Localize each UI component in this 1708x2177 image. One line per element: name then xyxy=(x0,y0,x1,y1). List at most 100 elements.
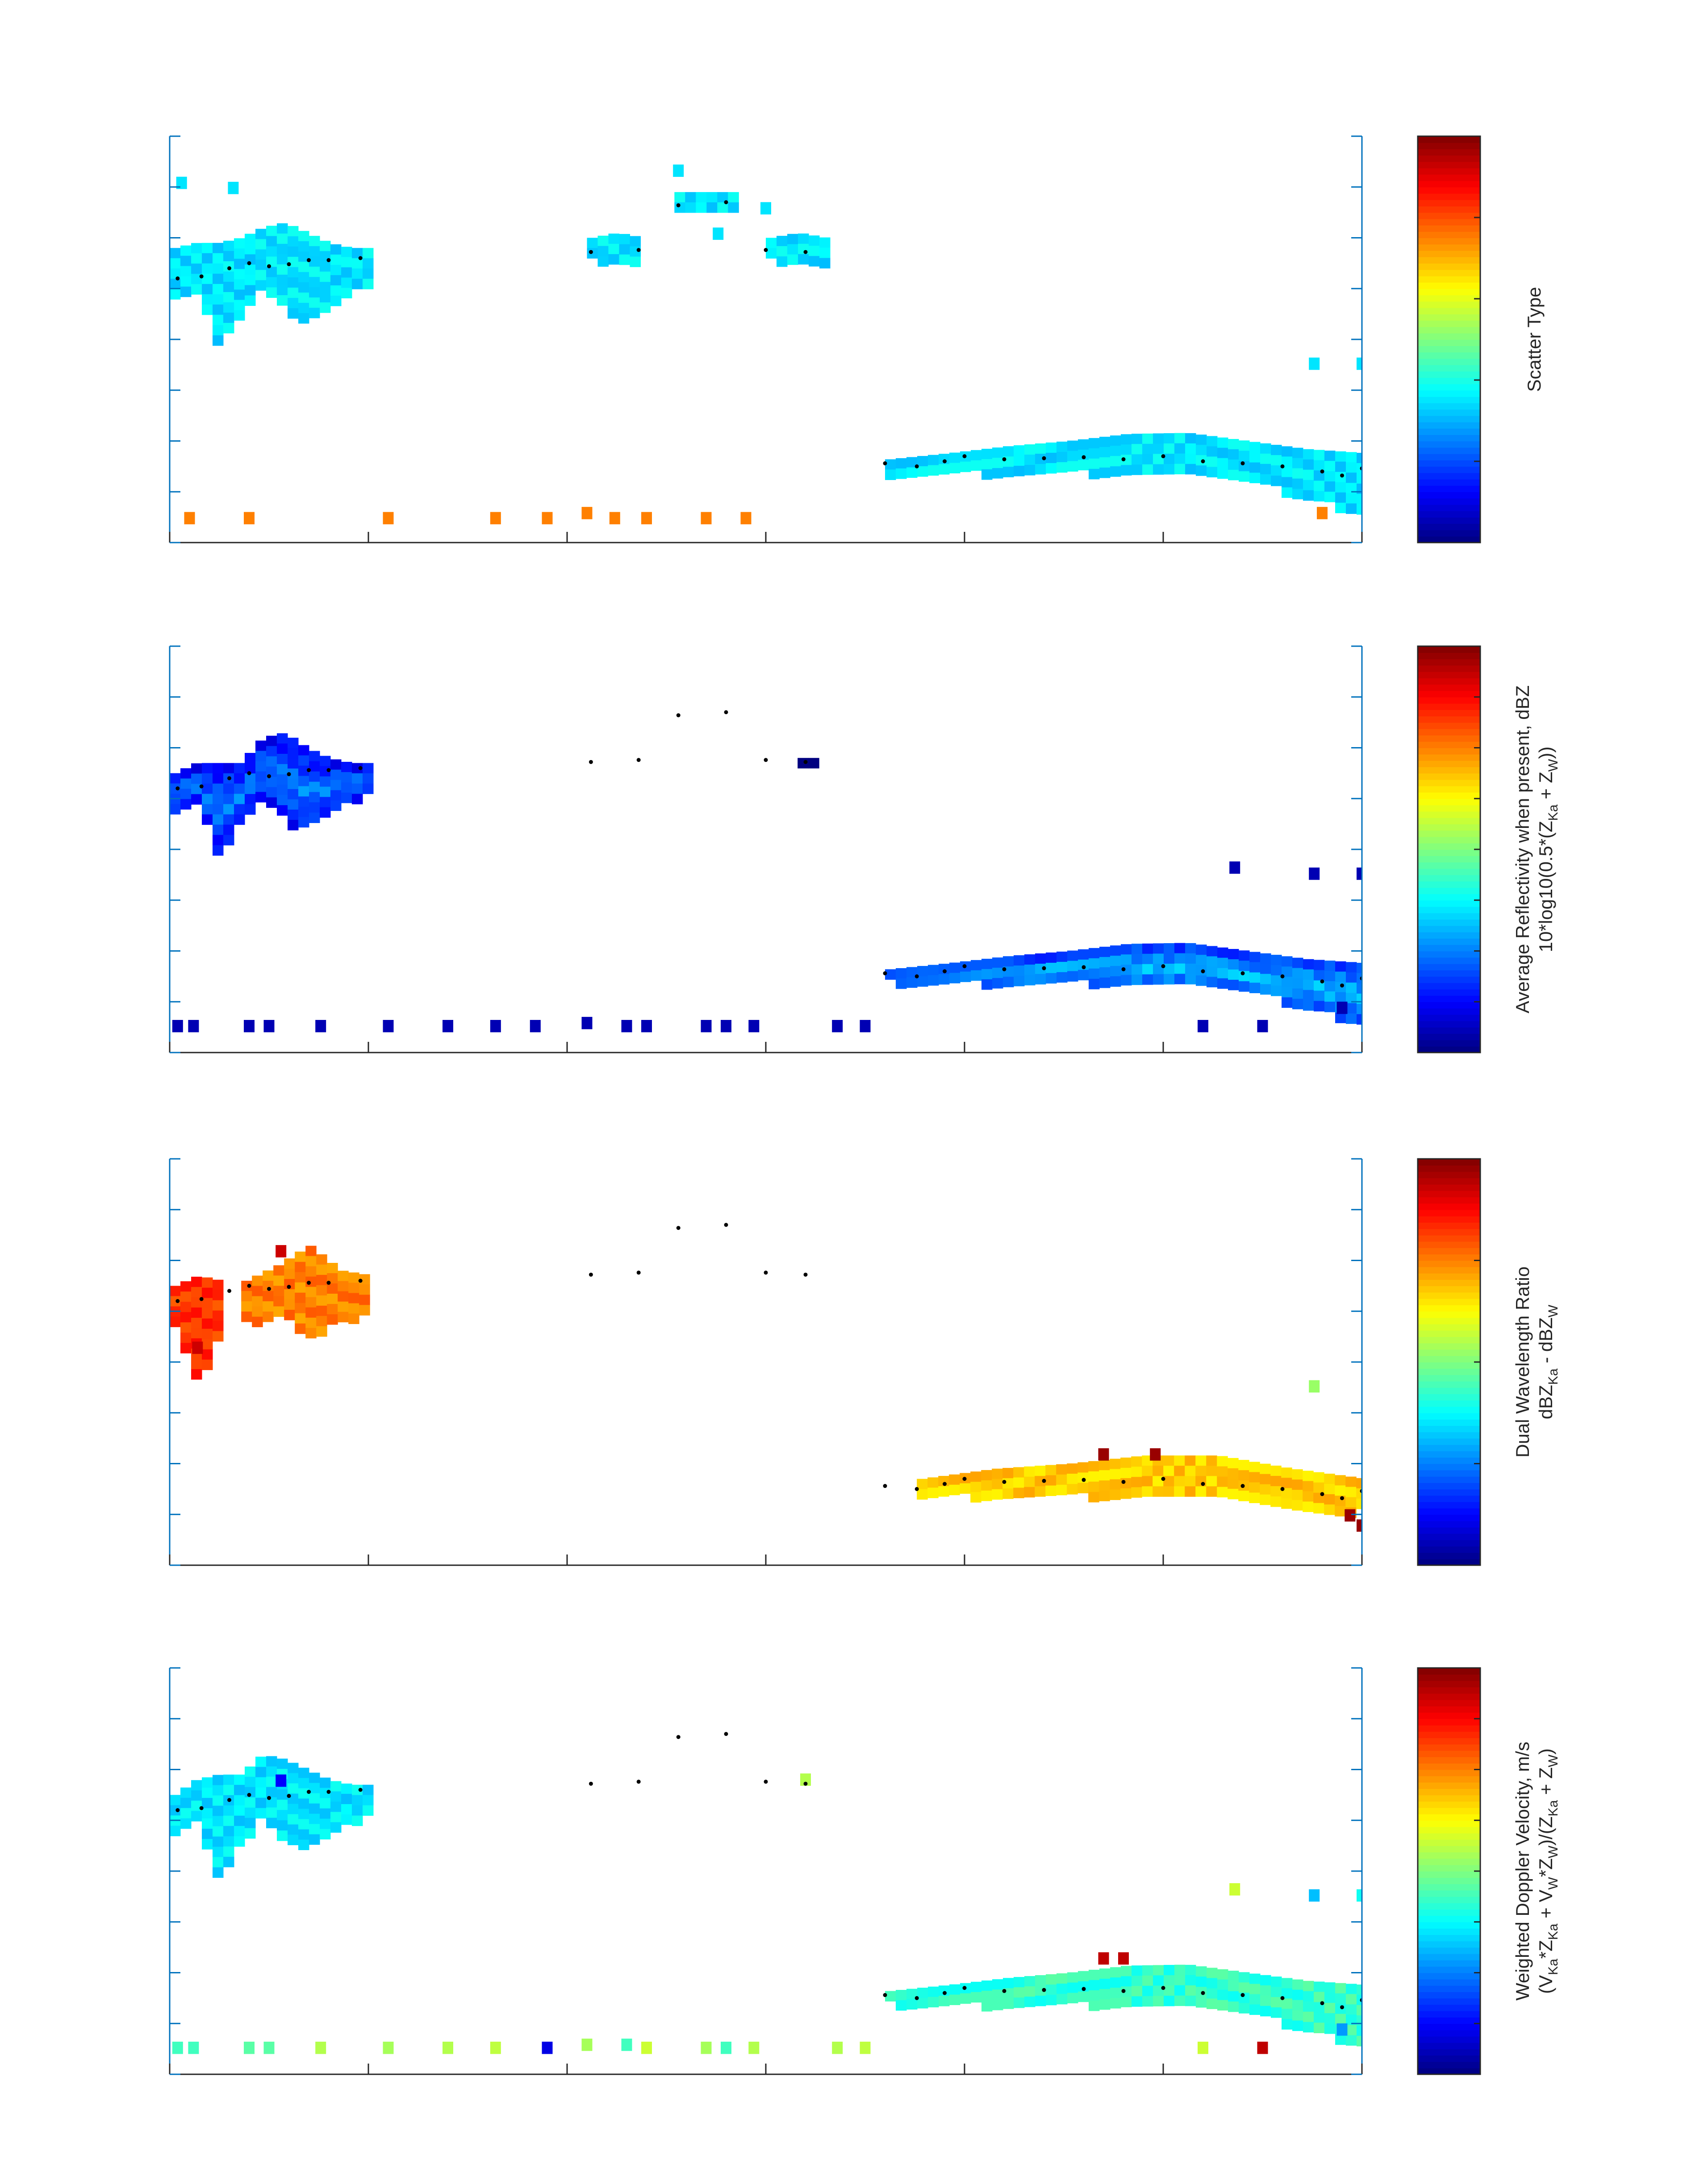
echo-cell xyxy=(1024,975,1036,986)
echo-cell xyxy=(906,457,918,468)
colorbar-step xyxy=(1418,728,1480,735)
colorbar-step xyxy=(1418,887,1480,894)
echo-cell xyxy=(1164,1996,1175,2006)
echo-cell xyxy=(1003,1998,1014,2009)
echo-cell xyxy=(180,1291,192,1302)
melting-layer-point xyxy=(1002,967,1006,971)
echo-cell xyxy=(1132,954,1143,965)
echo-cell xyxy=(970,1492,981,1503)
echo-cell xyxy=(1357,452,1362,464)
colorbar-step xyxy=(1418,805,1480,812)
echo-cell xyxy=(202,794,213,805)
axes xyxy=(169,135,1363,543)
echo-cell xyxy=(1196,465,1207,476)
echo-cell xyxy=(288,1773,299,1784)
colorbar-label: Scatter Type xyxy=(1524,287,1545,392)
echo-cell xyxy=(949,1994,960,2006)
colorbar-step xyxy=(1418,684,1480,691)
colorbar-step xyxy=(1418,1858,1480,1865)
echo-cell xyxy=(717,192,728,203)
echo-cell xyxy=(581,1017,593,1029)
colorbar-step xyxy=(1418,1394,1480,1401)
echo-cell xyxy=(1249,1482,1260,1493)
colorbar-step xyxy=(1418,530,1480,537)
echo-cell xyxy=(170,783,181,794)
colorbar-step xyxy=(1418,1979,1480,1986)
echo-cell xyxy=(1024,1466,1035,1477)
echo-cell xyxy=(1271,1987,1282,1997)
colorbar-step xyxy=(1418,218,1480,226)
melting-layer-point xyxy=(724,710,728,715)
echo-cell xyxy=(1217,437,1228,448)
echo-cell xyxy=(309,297,320,308)
colorbar-step xyxy=(1418,1254,1480,1261)
echo-cell xyxy=(1110,466,1121,477)
echo-cell xyxy=(1324,2003,1336,2014)
echo-cell xyxy=(234,269,245,280)
melting-layer-point xyxy=(326,1281,331,1285)
colorbar-step xyxy=(1418,326,1480,334)
echo-cell xyxy=(1324,1504,1335,1515)
echo-cell xyxy=(1131,1456,1142,1467)
echo-cell xyxy=(1249,1492,1260,1503)
echo-cell xyxy=(992,1989,1003,2000)
echo-cell xyxy=(673,164,684,177)
echo-cell xyxy=(1228,1981,1239,1992)
colorbar-step xyxy=(1418,263,1480,270)
colorbar-step xyxy=(1418,2049,1480,2056)
echo-cell xyxy=(1228,959,1239,970)
echo-cell xyxy=(298,272,309,283)
echo-cell xyxy=(896,1989,907,2001)
echo-cell xyxy=(1198,1020,1208,1032)
echo-cell xyxy=(213,1310,224,1321)
echo-cell xyxy=(315,1020,326,1032)
colorbar-step xyxy=(1418,1349,1480,1356)
echo-cell xyxy=(1185,1985,1196,1996)
echo-cell xyxy=(213,1320,224,1332)
colorbar-step xyxy=(1418,703,1480,710)
echo-cell xyxy=(1239,2003,1250,2014)
echo-cell xyxy=(1132,1965,1143,1976)
echo-cell xyxy=(1185,1486,1196,1497)
echo-cell xyxy=(1292,1469,1303,1480)
echo-cell xyxy=(1239,471,1250,482)
melting-layer-point xyxy=(724,200,728,205)
colorbar-step xyxy=(1418,225,1480,232)
melting-layer-point xyxy=(199,274,204,279)
echo-cell xyxy=(359,1295,370,1305)
echo-cell xyxy=(641,1020,652,1032)
echo-cell xyxy=(298,765,309,777)
colorbar-step xyxy=(1418,925,1480,932)
echo-cell xyxy=(234,1805,245,1816)
echo-cell xyxy=(1324,2013,1336,2024)
colorbar-step xyxy=(1418,1896,1480,1903)
echo-cell xyxy=(327,1304,338,1315)
echo-cell xyxy=(252,1296,263,1307)
colorbar-step xyxy=(1418,485,1480,493)
echo-cell xyxy=(1078,969,1089,981)
echo-cell xyxy=(1357,1994,1362,2006)
colorbar-label: Average Reflectivity when present, dBZ xyxy=(1512,685,1533,1014)
melting-layer-point xyxy=(803,1781,808,1786)
echo-cell xyxy=(1249,452,1261,463)
echo-cell xyxy=(309,1813,320,1825)
echo-cell xyxy=(1303,969,1314,980)
colorbar-step xyxy=(1418,1489,1480,1496)
echo-cell xyxy=(1067,1484,1078,1495)
echo-cell xyxy=(1153,1996,1164,2006)
echo-cell xyxy=(180,286,192,297)
echo-cell xyxy=(1271,955,1282,965)
melting-layer-point xyxy=(199,784,204,789)
echo-cell xyxy=(1110,435,1121,446)
echo-cell xyxy=(1249,1994,1261,2005)
echo-cell xyxy=(180,1302,192,1312)
echo-cell xyxy=(241,1312,252,1322)
colorbar-step xyxy=(1418,1941,1480,1948)
colorbar-label: Weighted Doppler Velocity, m/s xyxy=(1512,1742,1533,2001)
melting-layer-point xyxy=(1121,967,1126,971)
echo-cell xyxy=(363,1805,374,1816)
echo-cell xyxy=(277,285,288,296)
echo-cell xyxy=(288,288,299,298)
colorbar-step xyxy=(1418,1744,1480,1751)
echo-cell xyxy=(213,294,224,305)
